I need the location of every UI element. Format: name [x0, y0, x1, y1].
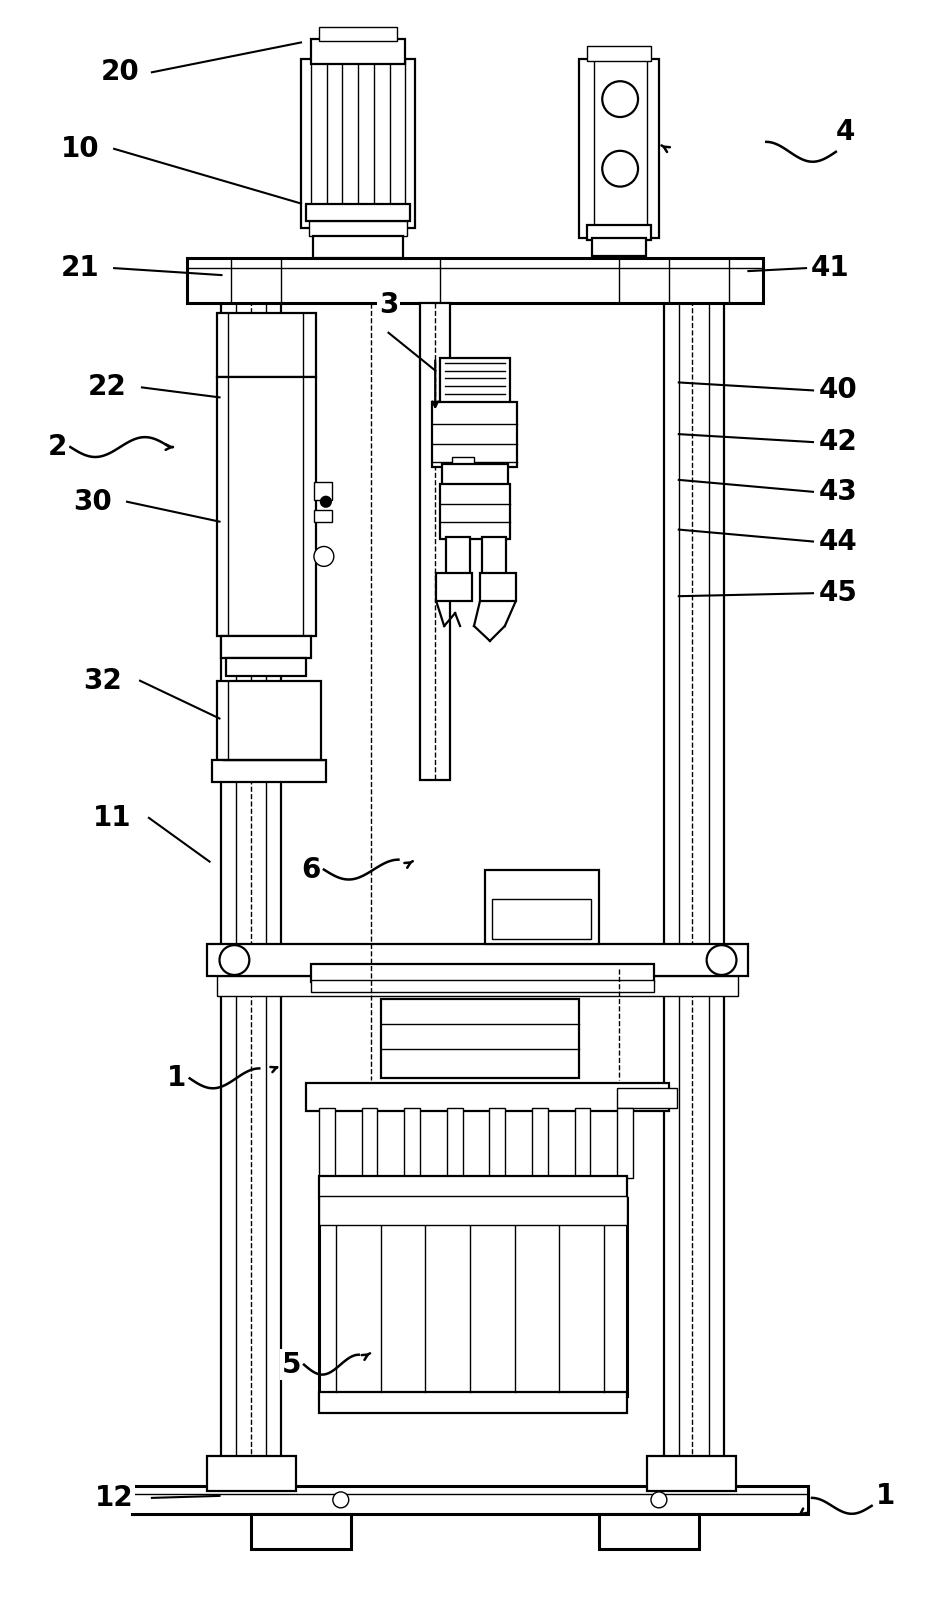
Bar: [309, 222, 407, 236]
Bar: [381, 998, 580, 1078]
Bar: [221, 292, 281, 1485]
Bar: [442, 465, 508, 485]
Bar: [319, 27, 398, 42]
Bar: [216, 680, 321, 760]
Text: 12: 12: [95, 1484, 134, 1512]
Bar: [420, 303, 450, 779]
Bar: [592, 238, 646, 256]
Bar: [314, 509, 332, 522]
Circle shape: [603, 81, 638, 117]
Bar: [311, 965, 654, 982]
Bar: [251, 1514, 351, 1549]
Text: 30: 30: [73, 487, 112, 516]
Text: 43: 43: [818, 478, 857, 506]
Circle shape: [333, 1492, 348, 1508]
Bar: [452, 457, 474, 479]
Bar: [207, 944, 749, 976]
Bar: [647, 273, 736, 295]
Bar: [664, 292, 723, 1485]
Bar: [212, 760, 326, 783]
Bar: [362, 1108, 378, 1177]
Circle shape: [603, 150, 638, 187]
Bar: [432, 402, 517, 466]
Circle shape: [219, 945, 250, 974]
Text: 32: 32: [83, 666, 121, 695]
Text: 10: 10: [61, 134, 100, 163]
Bar: [314, 482, 332, 500]
Bar: [319, 1391, 627, 1413]
Bar: [574, 1108, 590, 1177]
Bar: [319, 1175, 627, 1198]
Bar: [580, 59, 659, 238]
Text: 6: 6: [301, 856, 321, 883]
Bar: [587, 225, 651, 240]
Text: 42: 42: [818, 428, 857, 457]
Bar: [447, 1108, 463, 1177]
Bar: [485, 870, 599, 944]
Bar: [216, 976, 738, 997]
Bar: [482, 537, 506, 577]
Text: 21: 21: [61, 254, 100, 283]
Text: 1: 1: [876, 1482, 895, 1509]
Bar: [227, 658, 306, 676]
Bar: [221, 636, 311, 658]
Bar: [599, 1514, 698, 1549]
Bar: [187, 259, 763, 303]
Bar: [306, 203, 410, 222]
Bar: [404, 1108, 420, 1177]
Circle shape: [707, 945, 736, 974]
Bar: [319, 1196, 627, 1225]
Bar: [207, 1456, 296, 1492]
Bar: [492, 899, 591, 939]
Circle shape: [321, 497, 331, 506]
Text: 22: 22: [88, 374, 126, 401]
Bar: [437, 573, 472, 600]
Text: 40: 40: [818, 377, 857, 404]
Text: 5: 5: [281, 1351, 301, 1378]
Text: 20: 20: [101, 57, 140, 86]
Bar: [216, 313, 316, 377]
Text: 41: 41: [810, 254, 849, 283]
Bar: [587, 46, 651, 61]
Bar: [617, 1088, 677, 1108]
Bar: [319, 1198, 627, 1396]
Text: 3: 3: [379, 291, 399, 319]
Bar: [313, 236, 403, 259]
Bar: [207, 273, 296, 295]
Text: 1: 1: [167, 1064, 186, 1092]
Text: 11: 11: [93, 803, 131, 832]
Bar: [617, 1108, 633, 1177]
Bar: [132, 1485, 808, 1514]
Bar: [456, 479, 470, 489]
Bar: [306, 1083, 669, 1112]
Bar: [440, 484, 510, 538]
Bar: [490, 1108, 505, 1177]
Circle shape: [314, 546, 334, 567]
Text: 44: 44: [818, 527, 857, 556]
Bar: [480, 573, 515, 600]
Bar: [319, 1108, 335, 1177]
Bar: [311, 40, 405, 64]
Text: 45: 45: [818, 580, 857, 607]
Text: 4: 4: [836, 118, 855, 145]
Bar: [532, 1108, 548, 1177]
Bar: [446, 537, 470, 577]
Circle shape: [651, 1492, 667, 1508]
Bar: [440, 358, 510, 407]
Bar: [216, 377, 316, 636]
Text: 2: 2: [47, 433, 67, 462]
Bar: [311, 981, 654, 992]
Bar: [301, 59, 416, 228]
Bar: [647, 1456, 736, 1492]
